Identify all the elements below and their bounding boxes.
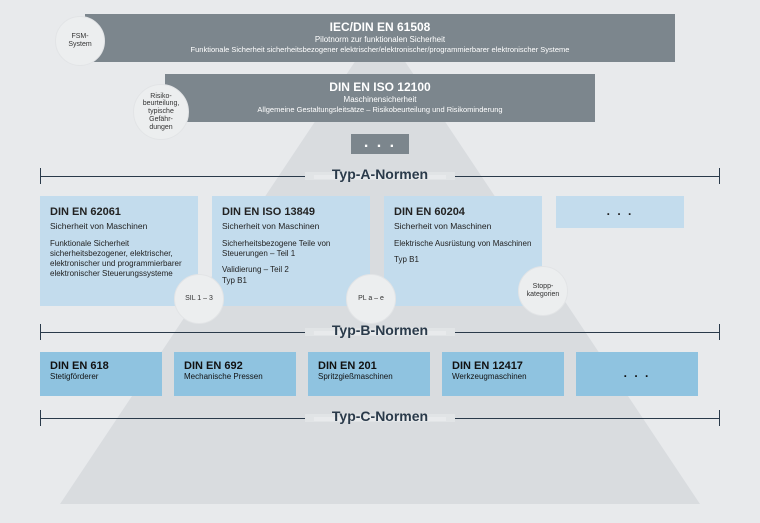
dots-label: . . . bbox=[607, 204, 634, 219]
typeC-box-dots: . . . bbox=[576, 352, 698, 396]
typeC-title: DIN EN 201 bbox=[318, 360, 420, 372]
bracket-label-typeB: Typ-B-Normen bbox=[320, 322, 440, 338]
typeC-title: DIN EN 12417 bbox=[452, 360, 554, 372]
typeC-box-12417: DIN EN 12417 Werkzeugmaschinen bbox=[442, 352, 564, 396]
badge-pl: PL a – e bbox=[346, 274, 396, 324]
typeC-sub: Mechanische Pressen bbox=[184, 372, 286, 381]
typeB-box-13849: DIN EN ISO 13849 Sicherheit von Maschine… bbox=[212, 196, 370, 306]
bracket-typeC: Typ-C-Normen bbox=[40, 406, 720, 432]
typeC-sub: Stetigförderer bbox=[50, 372, 152, 381]
typeC-title: DIN EN 618 bbox=[50, 360, 152, 372]
typeB-box-62061: DIN EN 62061 Sicherheit von Maschinen Fu… bbox=[40, 196, 198, 306]
typeB-para2: Typ B1 bbox=[394, 255, 532, 265]
typeB-para: Elektrische Ausrüstung von Maschinen bbox=[394, 239, 532, 249]
typeA-box-title: DIN EN ISO 12100 bbox=[175, 80, 585, 94]
diagram-content: IEC/DIN EN 61508 Pilotnorm zur funktiona… bbox=[0, 14, 760, 523]
typeB-row: DIN EN 62061 Sicherheit von Maschinen Fu… bbox=[40, 196, 720, 306]
typeA-box-sub2: Funktionale Sicherheit sicherheitsbezoge… bbox=[95, 45, 665, 54]
typeB-title: DIN EN ISO 13849 bbox=[222, 206, 360, 220]
typeC-box-692: DIN EN 692 Mechanische Pressen bbox=[174, 352, 296, 396]
typeC-title: DIN EN 692 bbox=[184, 360, 286, 372]
typeA-box-sub1: Pilotnorm zur funktionalen Sicherheit bbox=[95, 35, 665, 44]
bracket-label-typeC: Typ-C-Normen bbox=[320, 408, 440, 424]
typeB-sub: Sicherheit von Maschinen bbox=[50, 221, 188, 232]
typeB-para: Sicherheitsbezogene Teile von Steuerunge… bbox=[222, 239, 360, 259]
typeA-box-12100: DIN EN ISO 12100 Maschinensicherheit All… bbox=[165, 74, 595, 122]
typeA-box-dots: . . . bbox=[351, 134, 409, 154]
typeC-box-201: DIN EN 201 Spritzgießmaschinen bbox=[308, 352, 430, 396]
badge-fsm: FSM-System bbox=[55, 16, 105, 66]
typeC-sub: Spritzgießmaschinen bbox=[318, 372, 420, 381]
typeB-sub: Sicherheit von Maschinen bbox=[222, 221, 360, 232]
bracket-typeA: Typ-A-Normen bbox=[40, 164, 720, 190]
typeA-box-title: IEC/DIN EN 61508 bbox=[95, 20, 665, 34]
typeB-para3: Typ B1 bbox=[222, 276, 360, 286]
bracket-label-typeA: Typ-A-Normen bbox=[320, 166, 440, 182]
bracket-end bbox=[719, 168, 720, 184]
typeB-para: Funktionale Sicherheit sicherheitsbezoge… bbox=[50, 239, 188, 279]
bracket-end bbox=[719, 324, 720, 340]
typeC-row: DIN EN 618 Stetigförderer DIN EN 692 Mec… bbox=[40, 352, 720, 396]
typeB-title: DIN EN 60204 bbox=[394, 206, 532, 220]
bracket-typeB: Typ-B-Normen bbox=[40, 320, 720, 346]
typeC-box-618: DIN EN 618 Stetigförderer bbox=[40, 352, 162, 396]
badge-risiko: Risiko-beurteilung,typischeGefähr-dungen bbox=[133, 84, 189, 140]
typeC-sub: Werkzeugmaschinen bbox=[452, 372, 554, 381]
typeA-box-sub2: Allgemeine Gestaltungsleitsätze – Risiko… bbox=[175, 105, 585, 114]
typeB-sub: Sicherheit von Maschinen bbox=[394, 221, 532, 232]
dots-label: . . . bbox=[624, 366, 651, 380]
typeA-box-61508: IEC/DIN EN 61508 Pilotnorm zur funktiona… bbox=[85, 14, 675, 62]
dots-label: . . . bbox=[364, 134, 396, 152]
typeB-box-dots: . . . bbox=[556, 196, 684, 228]
typeA-box-sub1: Maschinensicherheit bbox=[175, 95, 585, 104]
badge-stopp: Stopp-kategorien bbox=[518, 266, 568, 316]
typeB-title: DIN EN 62061 bbox=[50, 206, 188, 220]
badge-sil: SIL 1 – 3 bbox=[174, 274, 224, 324]
bracket-end bbox=[719, 410, 720, 426]
typeB-para2: Validierung – Teil 2 bbox=[222, 265, 360, 275]
